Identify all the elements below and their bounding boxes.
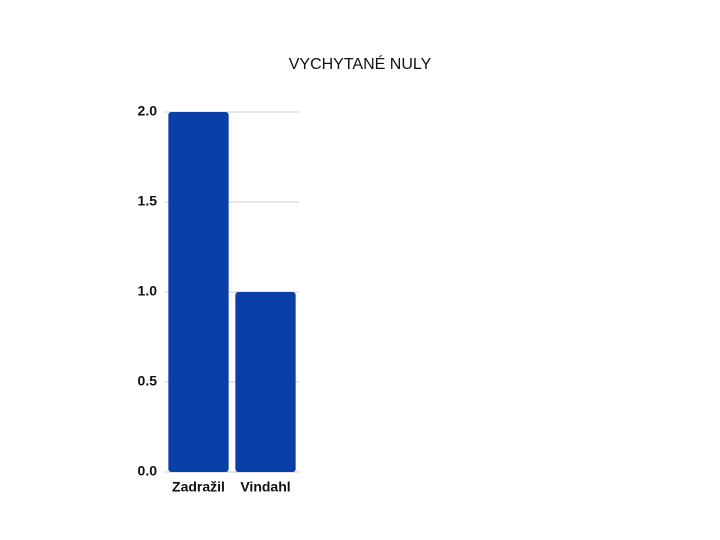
- x-tick-label: Zadražil: [172, 479, 225, 495]
- y-tick-label: 2.0: [138, 103, 158, 119]
- bar: [168, 112, 229, 472]
- y-tick-label: 1.5: [138, 193, 158, 209]
- bar: [235, 292, 296, 472]
- chart-title: VYCHYTANÉ NULY: [289, 54, 432, 73]
- y-tick-label: 1.0: [138, 283, 158, 299]
- y-tick-label: 0.5: [138, 373, 158, 389]
- x-tick-label: Vindahl: [240, 479, 290, 495]
- y-tick-label: 0.0: [138, 463, 158, 479]
